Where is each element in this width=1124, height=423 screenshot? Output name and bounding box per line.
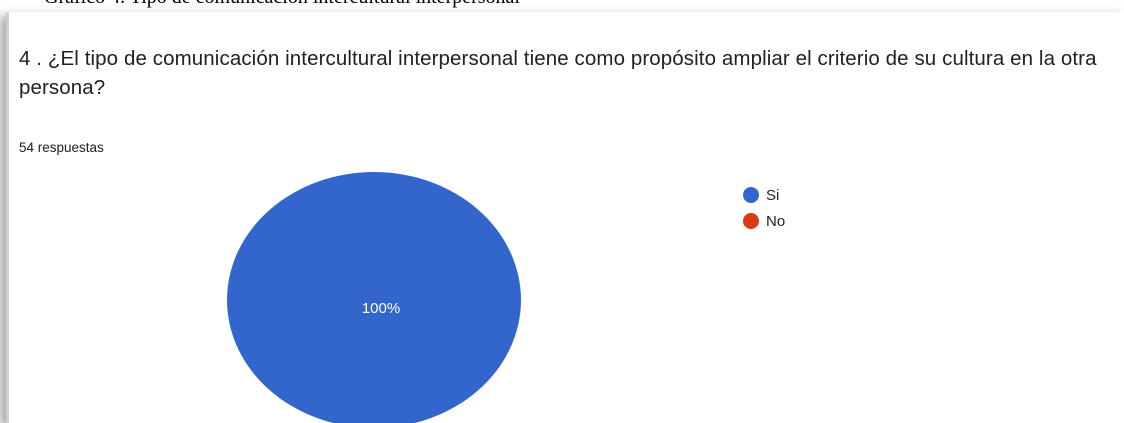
pie-slice-si xyxy=(227,172,521,423)
legend-label-si: Si xyxy=(766,186,780,204)
clipped-caption: Gráfico 4. Tipo de comunicación intercul… xyxy=(44,0,520,9)
question-title: 4 . ¿El tipo de comunicación intercultur… xyxy=(19,47,1097,99)
legend-label-no: No xyxy=(766,212,786,230)
legend-item-no: No xyxy=(743,208,785,234)
legend-item-si: Si xyxy=(743,182,785,208)
legend-swatch-si xyxy=(743,187,759,203)
response-count: 54 respuestas xyxy=(19,140,104,155)
chart-legend: Si No xyxy=(743,182,785,234)
response-summary-card: 4 . ¿El tipo de comunicación intercultur… xyxy=(6,12,1124,423)
pie-chart: 100% xyxy=(227,172,521,423)
legend-swatch-no xyxy=(743,213,759,229)
pie-slice-label-si: 100% xyxy=(362,300,400,317)
